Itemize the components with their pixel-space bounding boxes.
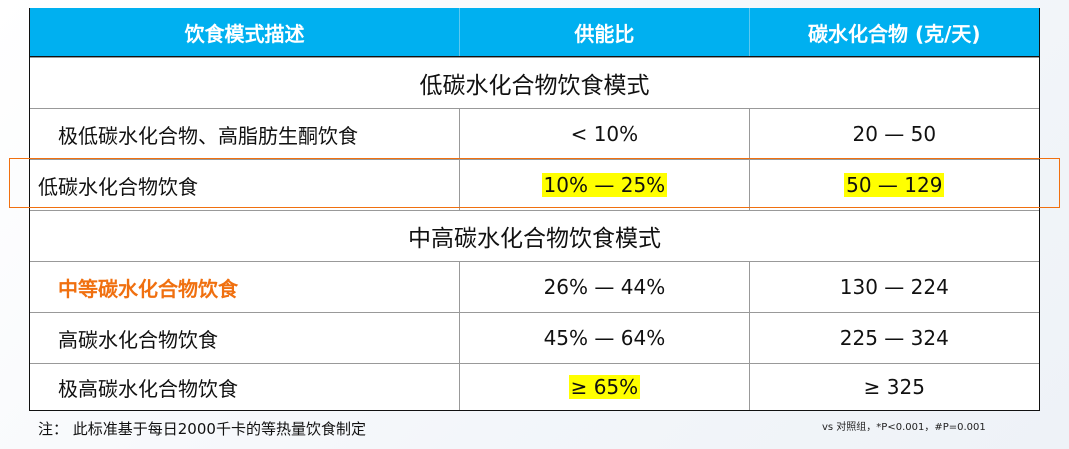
row-grams: 130 — 224 [839, 275, 949, 299]
row-grams: 50 — 129 [844, 173, 945, 197]
row-grams: 20 — 50 [852, 122, 937, 146]
row-grams: ≥ 325 [863, 375, 925, 399]
row-ratio: 45% — 64% [460, 313, 750, 363]
table-row: 中等碳水化合物饮食 26% — 44% 130 — 224 [30, 261, 1039, 312]
header-desc: 饮食模式描述 [30, 8, 461, 56]
carb-diet-table: 饮食模式描述 供能比 碳水化合物 (克/天) 低碳水化合物饮食模式 极低碳水化合… [29, 8, 1040, 411]
table-header: 饮食模式描述 供能比 碳水化合物 (克/天) [30, 8, 1039, 57]
section-header-mid-high: 中高碳水化合物饮食模式 [30, 210, 1039, 261]
row-ratio: 26% — 44% [460, 262, 750, 312]
section-title: 中高碳水化合物饮食模式 [408, 226, 661, 252]
header-ratio: 供能比 [460, 8, 750, 56]
row-grams: 225 — 324 [839, 326, 949, 350]
table-row-highlighted: 低碳水化合物饮食 10% — 25% 50 — 129 [30, 159, 1039, 210]
row-desc: 极高碳水化合物饮食 [30, 364, 461, 410]
row-desc: 中等碳水化合物饮食 [30, 262, 461, 312]
header-grams: 碳水化合物 (克/天) [807, 21, 981, 46]
row-desc: 极低碳水化合物、高脂肪生酮饮食 [30, 109, 461, 159]
table-row: 极低碳水化合物、高脂肪生酮饮食 < 10% 20 — 50 [30, 108, 1039, 159]
row-ratio: 10% — 25% [541, 173, 668, 197]
footnote-text: vs 对照组，*P<0.001，#P=0.001 [822, 422, 986, 433]
row-ratio: ≥ 65% [568, 375, 641, 399]
section-title: 低碳水化合物饮食模式 [419, 73, 650, 99]
section-header-low: 低碳水化合物饮食模式 [30, 57, 1039, 108]
note-text: 注： 此标准基于每日2000千卡的等热量饮食制定 [38, 420, 366, 438]
row-desc: 低碳水化合物饮食 [30, 160, 461, 210]
table-row: 高碳水化合物饮食 45% — 64% 225 — 324 [30, 312, 1039, 363]
row-ratio: < 10% [460, 109, 750, 159]
table-row: 极高碳水化合物饮食 ≥ 65% ≥ 325 [30, 363, 1039, 410]
row-desc: 高碳水化合物饮食 [30, 313, 461, 363]
